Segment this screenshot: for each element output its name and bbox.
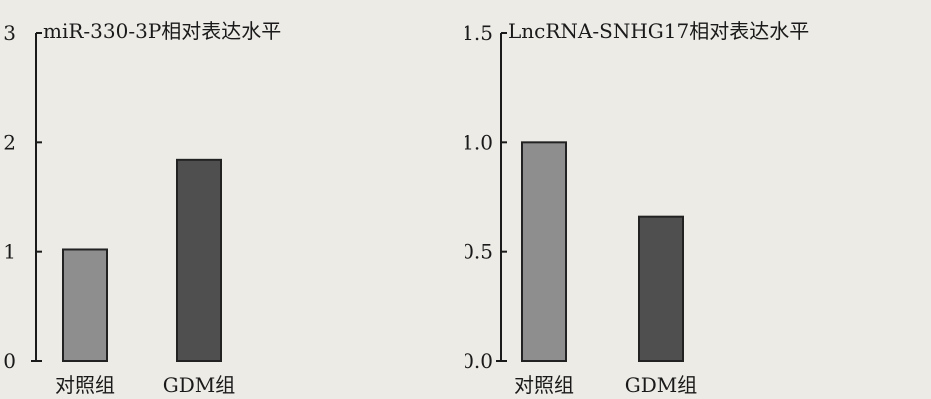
chart-mir-330-3p: miR-330-3P相对表达水平 0 1 2 3 对照组 GDM组 bbox=[3, 19, 281, 397]
chart-lncrna-snhg17: LncRNA-SNHG17相对表达水平 0.0 0.5 1.0 1.5 对照组 GDM组 bbox=[465, 19, 809, 397]
bar-control bbox=[521, 141, 567, 362]
y-tick-label: 2 bbox=[3, 130, 16, 154]
bar-gdm bbox=[176, 158, 222, 362]
y-tick-label: 1.5 bbox=[465, 21, 493, 45]
y-tick-label: 3 bbox=[3, 21, 16, 45]
y-tick-label: 0.5 bbox=[465, 240, 493, 264]
x-category-label: GDM组 bbox=[163, 373, 236, 397]
x-category-label: 对照组 bbox=[55, 373, 115, 397]
bar-gdm bbox=[638, 215, 684, 362]
x-category-label: 对照组 bbox=[514, 373, 574, 397]
y-tick-label: 0 bbox=[3, 349, 16, 373]
chart-title: miR-330-3P相对表达水平 bbox=[43, 19, 281, 43]
y-tick-label: 1.0 bbox=[465, 130, 493, 154]
x-category-label: GDM组 bbox=[625, 373, 698, 397]
y-tick-label: 1 bbox=[3, 240, 16, 264]
chart-title: LncRNA-SNHG17相对表达水平 bbox=[508, 19, 809, 43]
y-tick-label: 0.0 bbox=[465, 349, 493, 373]
bar-control bbox=[62, 248, 108, 362]
